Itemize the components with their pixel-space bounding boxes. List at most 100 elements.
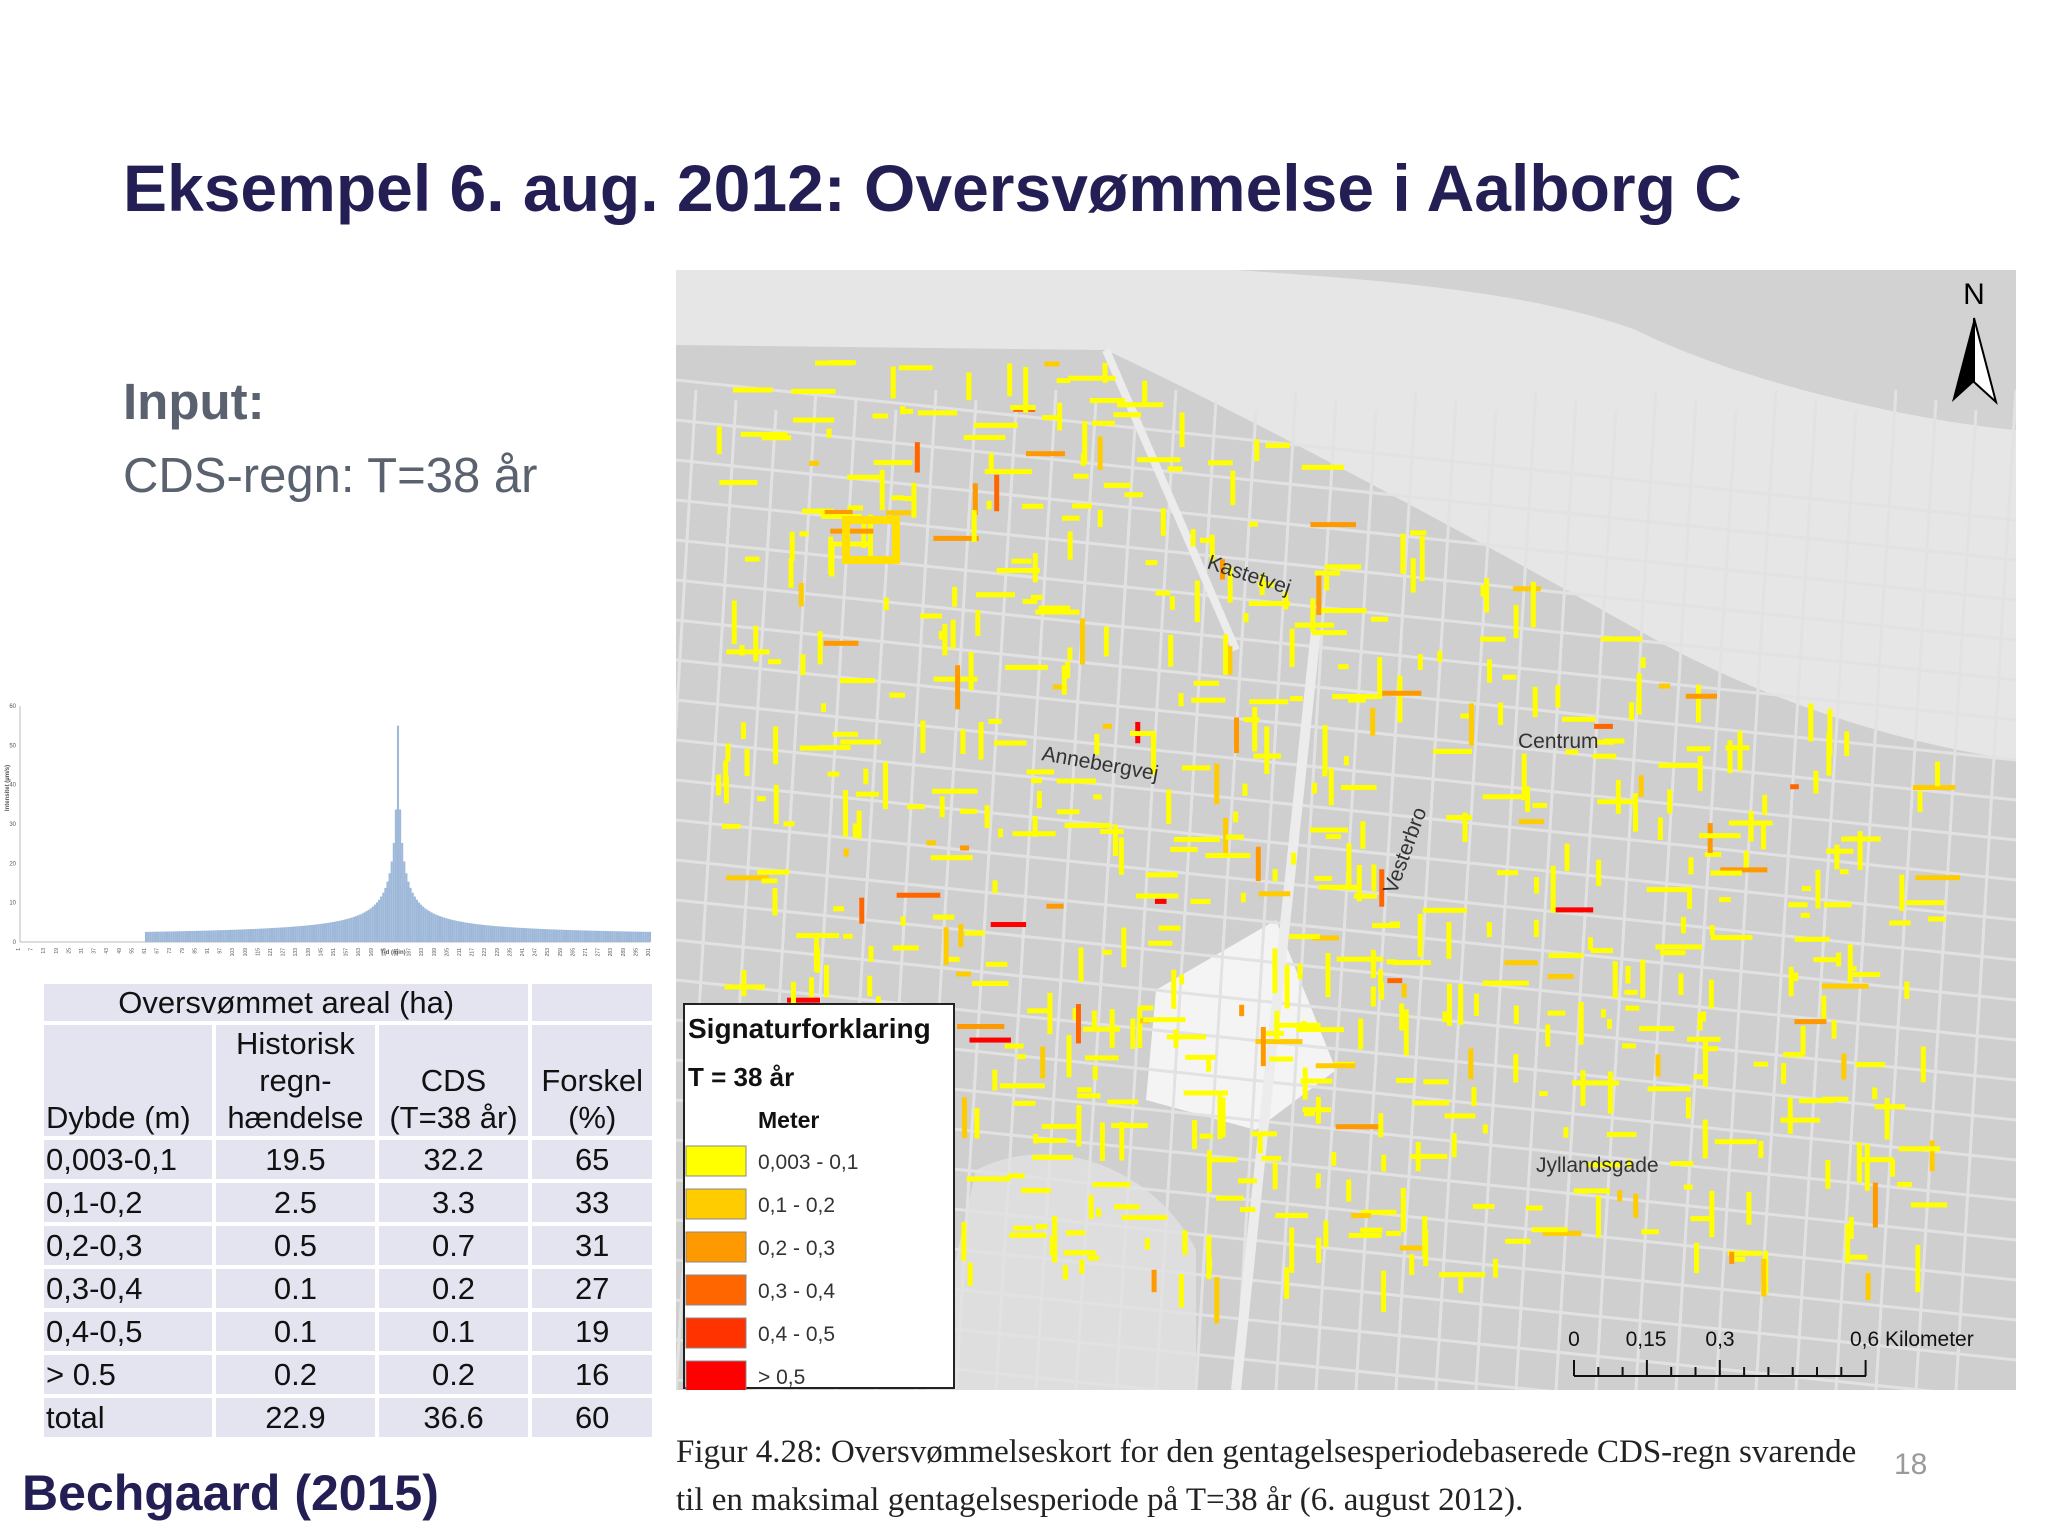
legend-class-label: 0,3 - 0,4: [758, 1280, 835, 1303]
legend-swatch: [685, 1188, 747, 1220]
flood-patch: [883, 762, 889, 809]
north-shore: [1236, 270, 2016, 430]
chart-bar: [348, 918, 351, 942]
flood-patch: [868, 514, 874, 563]
table-row: 0,003-0,1 19.5 32.2 65: [39, 1136, 656, 1183]
chart-bar: [390, 861, 393, 942]
chart-x-tick-label: 19: [54, 948, 60, 954]
flood-patch: [1934, 761, 1940, 787]
flood-patch: [1064, 822, 1112, 828]
flood-patch: [1502, 674, 1517, 680]
flood-patch: [1844, 731, 1850, 757]
flood-patch: [731, 600, 737, 644]
chart-bar: [558, 929, 561, 942]
flood-patch: [1821, 1096, 1849, 1102]
flood-patch: [1826, 732, 1832, 776]
flood-patch: [1422, 1216, 1428, 1258]
chart-bar: [411, 892, 414, 942]
flood-patch: [1346, 1179, 1352, 1202]
chart-bar: [623, 931, 626, 942]
flood-patch: [1077, 1087, 1092, 1093]
chart-bar: [275, 927, 278, 942]
street: [676, 738, 2016, 882]
page-number: 18: [1894, 1448, 1928, 1481]
chart-bar: [287, 926, 290, 942]
flood-patch: [855, 791, 879, 797]
chart-x-tick-label: 259: [558, 948, 564, 957]
flood-patch: [1080, 618, 1086, 665]
chart-bar: [497, 926, 500, 942]
flood-patch: [1262, 1030, 1285, 1036]
flood-patch: [1284, 1267, 1290, 1299]
flood-patch: [1399, 1003, 1405, 1031]
flood-patch: [1799, 1098, 1834, 1104]
chart-bar: [640, 931, 643, 942]
flood-patch: [1310, 598, 1316, 633]
flood-patch: [1173, 836, 1220, 842]
flood-patch: [947, 956, 960, 962]
flood-patch: [1289, 1227, 1295, 1273]
flood-patch: [890, 366, 896, 399]
chart-bar: [254, 928, 257, 942]
chart-bar: [315, 924, 318, 942]
flood-patch: [1801, 886, 1811, 892]
flood-patch: [802, 508, 834, 514]
flood-patch: [1065, 661, 1071, 679]
flood-patch: [1437, 650, 1443, 663]
chart-bar: [193, 930, 196, 942]
flood-patch: [1513, 1005, 1519, 1025]
flood-patch: [1788, 902, 1808, 908]
flood-patch: [1377, 657, 1383, 699]
flood-patch: [1102, 362, 1108, 383]
flood-patch: [1183, 1090, 1229, 1096]
flood-patch: [986, 500, 992, 510]
slide-title: Eksempel 6. aug. 2012: Oversvømmelse i A…: [123, 151, 1742, 225]
flood-patch: [1874, 1104, 1906, 1110]
chart-y-tick-label: 30: [9, 822, 16, 828]
flood-patch: [1826, 848, 1854, 854]
chart-bar: [176, 931, 179, 942]
street: [994, 389, 1058, 1390]
chart-bar: [155, 931, 158, 942]
flood-patch: [971, 980, 1009, 986]
legend-class-label: 0,1 - 0,2: [758, 1194, 835, 1217]
flood-patch: [1633, 793, 1639, 832]
flood-patch: [1049, 1235, 1055, 1256]
flood-patch: [1657, 817, 1663, 840]
flood-patch: [1361, 1209, 1397, 1215]
chart-x-tick-label: 1: [16, 948, 22, 951]
street: [1674, 409, 1738, 1390]
chart-y-tick-label: 50: [9, 743, 16, 749]
chart-bar: [480, 924, 484, 942]
chart-bar: [581, 930, 584, 942]
flood-patch: [1410, 1153, 1448, 1159]
street: [1154, 399, 1218, 1390]
flood-patch: [1371, 864, 1377, 892]
chart-bar: [239, 929, 242, 942]
chart-x-tick-label: 241: [520, 948, 526, 957]
flood-patch: [783, 821, 795, 827]
flood-patch: [920, 720, 926, 754]
flood-patch: [1257, 1135, 1263, 1154]
flood-patch: [1727, 740, 1733, 774]
chart-x-tick-label: 103: [230, 948, 236, 957]
flood-patch: [1861, 1157, 1894, 1163]
flood-patch: [1513, 1054, 1519, 1083]
chart-bar: [548, 929, 551, 942]
chart-bar: [594, 930, 597, 942]
chart-bar: [340, 920, 343, 942]
flood-patch: [1208, 460, 1233, 466]
flood-patch: [1238, 1178, 1257, 1184]
legend-class-label: 0,003 - 0,1: [758, 1151, 858, 1174]
flood-patch: [1173, 1029, 1179, 1048]
flood-patch: [1397, 675, 1403, 723]
chart-bar: [432, 913, 435, 942]
chart-bar: [573, 930, 576, 942]
flood-patch: [1068, 375, 1116, 381]
flood-patch: [1042, 415, 1058, 421]
flood-patch: [1219, 559, 1225, 580]
chart-x-tick-label: 145: [318, 948, 324, 957]
chart-bar: [466, 922, 469, 942]
flood-patch: [721, 823, 741, 829]
flood-patch: [988, 453, 994, 471]
